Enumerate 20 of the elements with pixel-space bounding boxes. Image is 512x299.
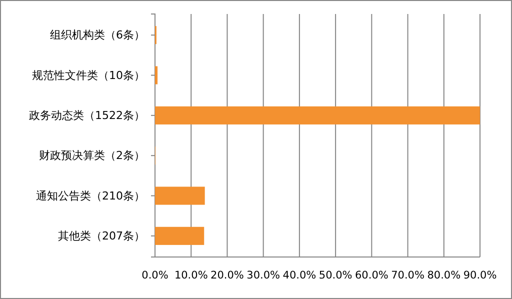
x-tick-label: 40.0% [282, 269, 316, 282]
bar [155, 186, 205, 205]
bar [155, 66, 158, 84]
x-tick-label: 50.0% [318, 269, 352, 282]
x-tick-label: 70.0% [391, 269, 424, 282]
y-tick-label: 通知公告类（210条） [36, 189, 145, 202]
x-tick-label: 90.0% [463, 269, 497, 282]
x-tick-label: 10.0% [174, 269, 208, 282]
y-tick-label: 财政预决算类（2条） [39, 149, 145, 162]
x-tick-label: 60.0% [354, 269, 388, 282]
x-tick-label: 30.0% [246, 269, 280, 282]
bar [155, 226, 204, 245]
y-tick-label: 规范性文件类（10条） [32, 68, 145, 82]
y-tick-label: 组织机构类（6条） [50, 28, 145, 42]
y-tick-label: 政务动态类（1522条） [29, 108, 145, 122]
bar [155, 106, 480, 124]
x-tick-label: 80.0% [427, 269, 461, 282]
y-tick-label: 其他类（207条） [58, 229, 145, 242]
x-tick-label: 0.0% [142, 269, 168, 282]
x-tick-label: 20.0% [210, 269, 244, 282]
